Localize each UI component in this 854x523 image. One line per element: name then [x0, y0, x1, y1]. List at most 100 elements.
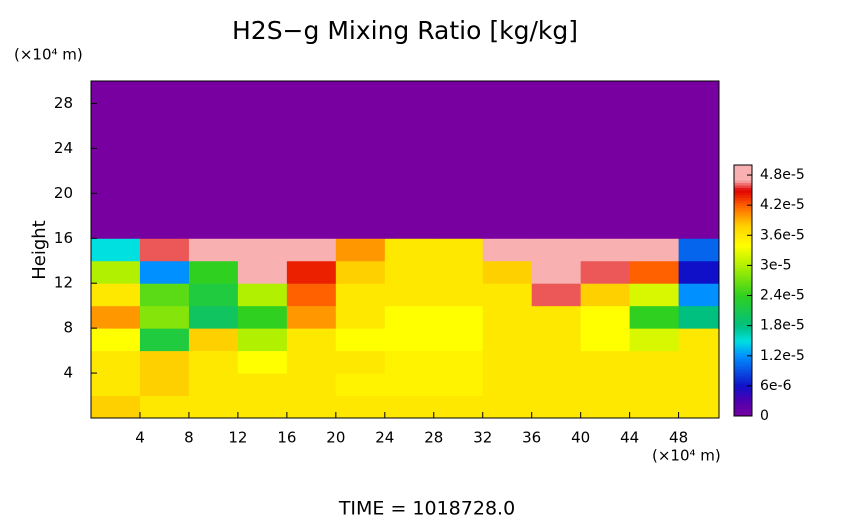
cell	[629, 283, 680, 307]
colorbar-segment	[734, 197, 752, 201]
colorbar-segment	[734, 368, 752, 372]
cell	[139, 350, 190, 374]
colorbar-segment	[734, 280, 752, 284]
colorbar-segment	[734, 328, 752, 332]
colorbar-segment	[734, 413, 752, 417]
colorbar-segment	[734, 350, 752, 354]
cell	[629, 170, 680, 194]
cell	[188, 283, 239, 307]
cell	[482, 283, 533, 307]
cell	[335, 215, 386, 239]
cell	[531, 328, 582, 352]
cell	[91, 81, 141, 104]
cell	[139, 305, 190, 329]
colorbar-segment	[734, 360, 752, 364]
cell	[91, 125, 141, 149]
cell	[188, 215, 239, 239]
colorbar-segment	[734, 353, 752, 357]
colorbar-segment	[734, 348, 752, 352]
cell	[286, 170, 337, 194]
cell	[188, 328, 239, 352]
colorbar-segment	[734, 272, 752, 276]
colorbar-segment	[734, 315, 752, 319]
cell	[237, 395, 288, 418]
colorbar-segment	[734, 190, 752, 194]
colorbar-segment	[734, 323, 752, 327]
cell	[482, 170, 533, 194]
colorbar-segment	[734, 210, 752, 214]
y-tick-label: 4	[63, 364, 73, 382]
colorbar-segment	[734, 200, 752, 204]
cell	[482, 350, 533, 374]
cell	[482, 305, 533, 329]
cell	[433, 148, 484, 172]
cell	[335, 193, 386, 217]
x-tick-label: 8	[184, 429, 194, 447]
cell	[482, 81, 533, 104]
colorbar-segment	[734, 400, 752, 404]
cell	[482, 395, 533, 418]
cell	[139, 260, 190, 284]
cell	[286, 395, 337, 418]
colorbar-segment	[734, 395, 752, 399]
colorbar-segment	[734, 187, 752, 191]
cell	[629, 81, 680, 104]
cell	[335, 260, 386, 284]
cell	[139, 215, 190, 239]
cell	[531, 193, 582, 217]
cell	[531, 350, 582, 374]
colorbar-segment	[734, 242, 752, 246]
colorbar-segment	[734, 398, 752, 402]
cell	[482, 373, 533, 397]
colorbar-segment	[734, 358, 752, 362]
cell	[139, 395, 190, 418]
cell	[286, 125, 337, 149]
cell	[139, 193, 190, 217]
cell	[629, 305, 680, 329]
colorbar-tick-label: 3e-5	[760, 257, 791, 273]
cell	[286, 328, 337, 352]
colorbar-segment	[734, 343, 752, 347]
colorbar-segment	[734, 325, 752, 329]
cell	[678, 350, 719, 374]
cell	[139, 238, 190, 262]
cell	[678, 328, 719, 352]
colorbar-segment	[734, 262, 752, 266]
cell	[433, 305, 484, 329]
colorbar-segment	[734, 270, 752, 274]
colorbar-segment	[734, 232, 752, 236]
cell	[433, 125, 484, 149]
cell	[384, 170, 435, 194]
colorbar-segment	[734, 313, 752, 317]
cell	[335, 328, 386, 352]
colorbar-segment	[734, 220, 752, 224]
x-tick-label: 4	[135, 429, 145, 447]
y-tick-label: 16	[54, 229, 73, 247]
cell	[678, 125, 719, 149]
cell	[678, 373, 719, 397]
cell	[433, 350, 484, 374]
cell	[531, 395, 582, 418]
cell	[237, 305, 288, 329]
plot-frame	[90, 80, 720, 419]
cell	[335, 103, 386, 127]
colorbar-segment	[734, 308, 752, 312]
cell	[188, 103, 239, 127]
colorbar-segment	[734, 298, 752, 302]
y-tick-label: 24	[54, 139, 73, 157]
colorbar-segment	[734, 170, 752, 174]
colorbar-segment	[734, 175, 752, 179]
colorbar-tick-label: 4.8e-5	[760, 167, 805, 183]
colorbar-segment	[734, 265, 752, 269]
cell	[580, 193, 631, 217]
cell	[91, 350, 141, 374]
cell	[629, 238, 680, 262]
x-tick-label: 36	[522, 429, 541, 447]
colorbar-frame	[733, 164, 753, 417]
cell	[678, 238, 719, 262]
cell	[335, 148, 386, 172]
cell	[188, 395, 239, 418]
cell	[531, 170, 582, 194]
cell	[237, 193, 288, 217]
cell	[286, 283, 337, 307]
